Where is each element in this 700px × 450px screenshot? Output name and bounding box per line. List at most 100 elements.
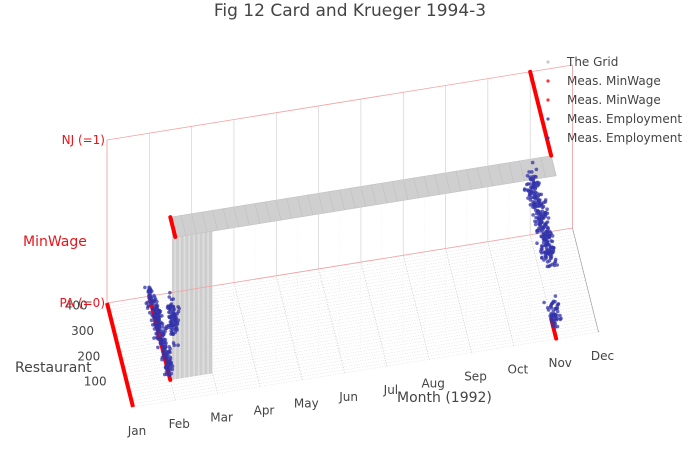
y-axis-ticks: 100 200 300 400	[65, 299, 107, 389]
employment-point	[530, 160, 535, 165]
employment-point	[554, 316, 558, 321]
employment-point	[154, 312, 159, 317]
employment-point	[535, 219, 539, 224]
grid-line-restaurant	[118, 273, 585, 350]
employment-point	[531, 213, 535, 217]
employment-point	[153, 319, 157, 324]
employment-point	[538, 223, 542, 227]
grid-line-restaurant	[131, 325, 598, 402]
employment-point	[554, 307, 558, 311]
employment-point	[157, 308, 162, 313]
grid-top-line	[339, 189, 345, 210]
grid-line-restaurant	[110, 240, 576, 316]
grid-line-restaurant	[117, 270, 584, 347]
x-tick-label: May	[294, 397, 319, 411]
grid-surface	[106, 65, 599, 408]
grid-line-month	[275, 275, 303, 380]
grid-top-line	[318, 193, 324, 214]
employment-point	[542, 300, 546, 305]
grid-top-line	[275, 200, 282, 221]
employment-point	[145, 300, 150, 305]
grid-line-restaurant	[109, 237, 575, 313]
x-axis-ticks: Jan Feb Mar Apr May Jun Jul Aug Sep Oct Nov Dec	[127, 349, 614, 438]
employment-point	[553, 257, 558, 262]
employment-point	[544, 229, 549, 234]
employment-point	[544, 233, 549, 238]
employment-point	[146, 288, 151, 292]
employment-point	[546, 308, 551, 312]
grid-line-restaurant	[116, 267, 583, 344]
grid-line-restaurant	[126, 307, 593, 383]
employment-point	[150, 313, 154, 317]
employment-point	[553, 294, 558, 298]
employment-point	[530, 170, 534, 174]
employment-point	[540, 205, 545, 210]
employment-point	[163, 329, 167, 334]
grid-line-restaurant	[126, 304, 592, 380]
grid-top-line	[223, 208, 229, 229]
grid-line-month	[360, 262, 388, 367]
employment-point	[544, 254, 548, 259]
employment-point	[551, 309, 556, 314]
x-tick-label: Oct	[508, 363, 529, 377]
employment-point	[556, 302, 560, 307]
legend-marker	[546, 79, 550, 83]
legend-marker	[546, 136, 550, 140]
grid-top-line	[201, 211, 208, 233]
employment-point	[533, 196, 538, 201]
employment-point	[544, 221, 548, 225]
employment-point	[146, 304, 151, 309]
employment-point	[541, 231, 545, 235]
grid-line-restaurant	[111, 246, 578, 322]
grid-line-restaurant	[108, 234, 575, 310]
grid-top-line	[307, 194, 314, 216]
employment-point	[143, 285, 147, 290]
employment-point	[160, 325, 165, 329]
employment-point	[156, 345, 160, 350]
employment-point	[534, 167, 539, 172]
employment-point	[549, 313, 554, 318]
employment-point	[535, 241, 539, 245]
x-tick-label: Jan	[127, 424, 147, 438]
employment-point	[147, 285, 151, 290]
employment-point	[533, 222, 538, 227]
employment-point	[176, 343, 180, 348]
employment-point	[547, 229, 552, 234]
employment-point	[168, 358, 172, 363]
x-tick-label: Feb	[169, 417, 190, 431]
employment-point	[173, 330, 177, 335]
grid-line-restaurant	[120, 283, 587, 359]
y-tick-label: 400	[65, 299, 88, 313]
employment-point	[164, 349, 168, 354]
grid-top-line	[297, 196, 303, 217]
employment-point	[168, 315, 173, 320]
grid-top-line	[212, 210, 218, 231]
legend-entry: Meas. MinWage	[567, 74, 661, 88]
employment-point	[161, 350, 166, 354]
employment-point	[150, 307, 155, 311]
employment-point	[538, 226, 543, 231]
employment-point	[527, 170, 531, 174]
employment-point	[540, 255, 544, 260]
employment-point	[152, 336, 156, 340]
employment-point	[167, 304, 171, 309]
frame-edge	[106, 64, 573, 141]
employment-point	[152, 293, 156, 298]
employment-point	[531, 178, 535, 183]
employment-point	[161, 332, 166, 337]
employment-point	[174, 315, 178, 320]
x-tick-label: Nov	[548, 356, 571, 370]
employment-point	[162, 372, 167, 377]
employment-point	[548, 245, 553, 250]
minwage-line	[528, 69, 554, 158]
grid-line-month	[487, 241, 515, 346]
employment-point	[532, 189, 536, 193]
employment-point	[167, 295, 172, 299]
grid-line-restaurant	[122, 289, 588, 365]
employment-point	[528, 203, 533, 207]
employment-point	[160, 337, 164, 341]
grid-top-line	[371, 184, 377, 205]
legend: The Grid Meas. MinWage Meas. MinWage Meas. …	[546, 55, 682, 145]
employment-point	[555, 309, 560, 314]
